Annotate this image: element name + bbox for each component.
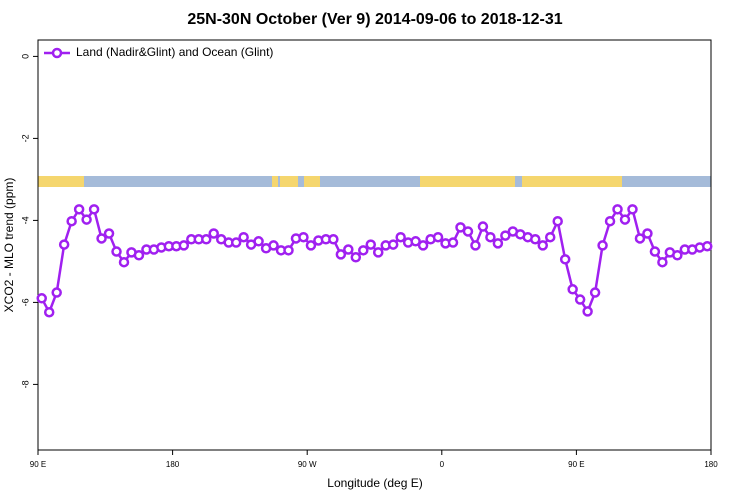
point	[43, 306, 55, 318]
y-tick-label: -4	[20, 216, 30, 224]
point	[530, 234, 541, 245]
point	[335, 249, 347, 260]
point	[133, 250, 145, 261]
y-tick-label: 0	[20, 54, 30, 59]
point	[305, 240, 317, 251]
point	[298, 231, 309, 243]
legend-marker	[51, 47, 63, 59]
x-tick-label: 0	[440, 460, 445, 469]
x-tick-label: 90 E	[30, 460, 46, 469]
point	[350, 252, 362, 263]
point	[597, 240, 608, 251]
point	[455, 222, 466, 233]
point	[559, 254, 571, 265]
point	[103, 228, 115, 239]
point	[58, 239, 70, 250]
point	[462, 226, 474, 237]
point	[365, 239, 377, 250]
x-tick-label: 180	[704, 460, 718, 469]
point	[358, 245, 369, 256]
chart-title: 25N-30N October (Ver 9) 2014-09-06 to 20…	[187, 11, 562, 28]
point	[410, 236, 421, 247]
x-tick-label: 180	[166, 460, 180, 469]
point	[208, 228, 219, 239]
point	[118, 256, 130, 268]
point	[567, 284, 578, 295]
point	[589, 287, 601, 298]
point	[447, 237, 459, 248]
point	[485, 231, 496, 243]
y-tick-label: -6	[20, 298, 30, 306]
point	[36, 293, 47, 304]
point	[604, 215, 616, 227]
point	[178, 240, 190, 251]
point	[537, 240, 548, 251]
point	[477, 221, 489, 232]
point	[672, 250, 683, 261]
point	[253, 236, 264, 247]
point	[492, 238, 504, 249]
point	[417, 240, 429, 251]
point	[51, 287, 62, 298]
point	[634, 233, 646, 244]
y-tick-label: -8	[20, 380, 30, 388]
point	[574, 294, 586, 305]
point	[96, 233, 107, 244]
point	[387, 239, 399, 250]
point	[268, 240, 279, 251]
point	[432, 231, 444, 243]
land-ocean-strip	[38, 176, 711, 187]
point	[544, 231, 556, 243]
point	[627, 204, 638, 215]
point	[642, 228, 653, 239]
x-axis-label: Longitude (deg E)	[327, 476, 422, 490]
point	[238, 231, 249, 243]
y-tick-label: -2	[20, 134, 30, 142]
point	[81, 214, 92, 225]
point	[657, 256, 668, 268]
point	[470, 240, 481, 251]
point	[582, 306, 593, 317]
x-tick-label: 90 E	[568, 460, 584, 469]
point	[702, 240, 713, 252]
legend-label: Land (Nadir&Glint) and Ocean (Glint)	[76, 45, 273, 59]
point	[66, 215, 77, 227]
point	[612, 204, 623, 215]
point	[619, 214, 631, 225]
point	[328, 234, 339, 245]
point	[230, 237, 242, 248]
point	[552, 215, 563, 227]
point	[111, 246, 122, 257]
point	[500, 230, 511, 241]
point	[283, 245, 294, 256]
point	[88, 204, 100, 215]
y-axis-label: XCO2 - MLO trend (ppm)	[2, 178, 16, 313]
point	[343, 244, 354, 255]
point	[73, 204, 85, 215]
point	[201, 234, 212, 245]
point	[395, 231, 406, 243]
x-tick-label: 90 W	[298, 460, 317, 469]
point	[649, 246, 661, 257]
point	[372, 247, 384, 258]
